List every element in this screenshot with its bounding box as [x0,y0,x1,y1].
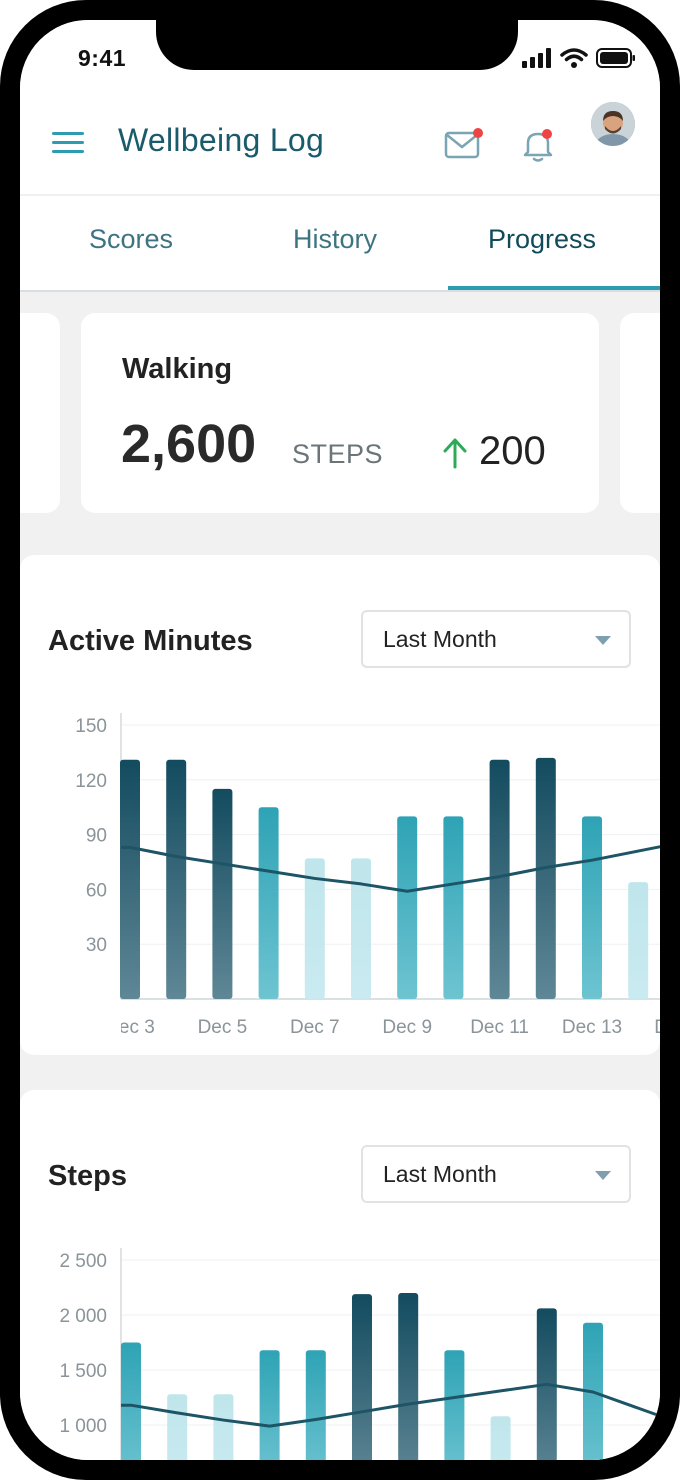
chart-bar [167,1394,188,1460]
tab-progress[interactable]: Progress [488,224,597,254]
chart-bar [351,858,371,999]
chart-bar [166,759,187,999]
x-tick-label: Dec 5 [198,1017,248,1038]
chart-title: Active Minutes [48,625,253,657]
dropdown-label: Last Month [383,626,497,652]
x-tick-label: Dec 13 [562,1017,622,1038]
stat-card-walking[interactable]: Walking 2,600 STEPS 200 [81,313,599,513]
chart-bar [444,1350,465,1460]
chart-bar [628,882,649,999]
status-time: 9:41 [78,45,127,71]
menu-icon[interactable] [52,128,84,158]
signal-icon [522,48,551,68]
avatar-image [591,102,635,146]
chart-bar [490,1416,511,1460]
chart-bar [212,788,233,999]
y-tick-label: 60 [86,880,107,901]
y-tick-label: 1 500 [59,1361,107,1382]
x-tick-label: Dec 15 [654,1017,660,1038]
chart-bar [352,1294,372,1460]
stat-unit: STEPS [292,439,384,469]
y-tick-label: 90 [86,826,107,847]
chart-bar [443,816,464,999]
bell-badge [542,129,552,139]
chart-bar [121,1342,141,1460]
x-tick-label: Dec 11 [470,1017,529,1038]
chart-bar [535,757,556,999]
y-tick-label: 1 000 [59,1416,107,1437]
chart-bar [305,1350,326,1460]
stat-card-previous[interactable] [20,313,60,513]
app-title: Wellbeing Log [118,122,325,158]
dropdown-label: Last Month [383,1161,497,1187]
tab-bar: Scores History Progress [20,196,660,292]
mail-icon[interactable] [441,122,485,166]
battery-icon [596,48,635,68]
stat-change: 200 [479,429,546,473]
y-tick-label: 150 [75,716,107,737]
chevron-down-icon [595,636,611,645]
status-icons [522,48,636,68]
x-tick-label: Dec 3 [105,1017,155,1038]
chart-bar [213,1394,234,1460]
app-header: Wellbeing Log [20,100,660,197]
x-tick-label: Dec 7 [290,1017,340,1038]
y-tick-label: 120 [75,771,107,792]
trend-line [121,845,660,893]
y-tick-label: 2 000 [59,1306,107,1327]
chart-bar [398,1293,419,1460]
chart-bar [629,1458,650,1460]
stat-value: 2,600 [121,414,257,474]
notch [156,20,518,70]
mail-badge [473,128,483,138]
chart-bar [258,807,279,999]
tab-scores[interactable]: Scores [89,224,174,254]
wifi-icon [560,48,588,68]
active-minutes-card: Active Minutes Last Month 30 60 90 120 150 De… [20,555,660,1055]
chart-bar [397,816,418,999]
x-tick-label: Dec 9 [382,1017,432,1038]
screen: 9:41 [20,20,660,1460]
chevron-down-icon [595,1171,611,1180]
bell-icon[interactable] [516,122,560,166]
chart-title: Steps [48,1160,127,1192]
avatar[interactable] [591,102,635,146]
chart-bar [259,1350,280,1460]
range-dropdown[interactable]: Last Month [361,610,631,668]
arrow-up-icon [443,438,467,469]
chart-bar [582,816,602,999]
chart-bar [489,759,510,999]
x-tick-labels: Dec 3 Dec 5 Dec 7 Dec 9 Dec 11 Dec 13 Dec 15 [105,1017,660,1038]
trend-line [121,1382,660,1428]
y-tick-label: 30 [86,935,107,956]
stat-card-next[interactable] [620,313,660,513]
range-dropdown[interactable]: Last Month [361,1145,631,1203]
stat-title: Walking [122,353,233,385]
chart-bar [120,759,140,999]
tab-history[interactable]: History [293,224,378,254]
y-tick-label: 2 500 [59,1251,107,1272]
active-tab-indicator [448,286,660,290]
chart-bar [304,858,325,999]
